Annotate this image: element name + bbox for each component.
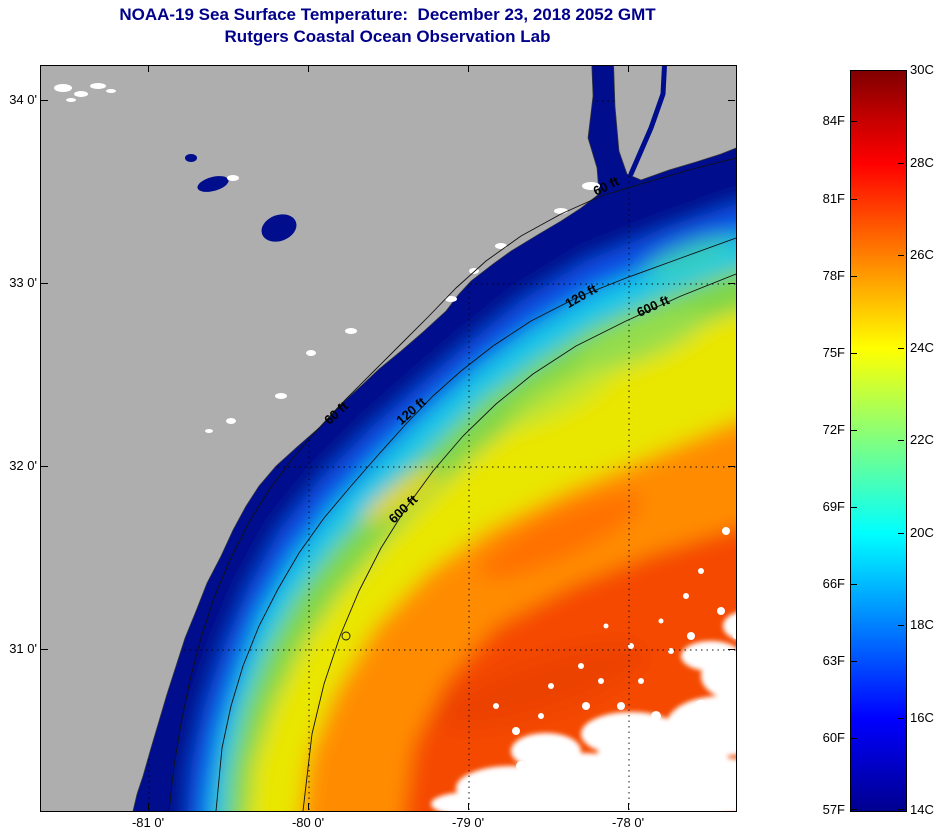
- x-axis-tick: [308, 65, 309, 72]
- cloud-speckles: [493, 527, 736, 771]
- colorbar-fahrenheit-label: 72F: [822, 421, 845, 437]
- colorbar-celsius-label: 16C: [910, 709, 934, 725]
- colorbar-f-tick: [851, 661, 857, 663]
- colorbar-celsius-label: 26C: [910, 247, 934, 262]
- y-axis-tick: [728, 100, 735, 101]
- y-axis-tick: [41, 283, 48, 284]
- x-axis-tick: [308, 803, 309, 810]
- colorbar-fahrenheit-label: 60F: [822, 730, 845, 746]
- colorbar-fahrenheit-label: 81F: [822, 190, 845, 206]
- colorbar-fahrenheit-label: 75F: [822, 344, 845, 360]
- colorbar-c-tick: [898, 255, 904, 256]
- y-axis-tick: [41, 100, 48, 101]
- colorbar-f-tick: [851, 809, 857, 810]
- colorbar-fahrenheit-label: 63F: [822, 653, 845, 669]
- x-axis-tick: [628, 65, 629, 72]
- y-axis-tick-label: 34 0': [9, 92, 37, 107]
- y-axis-tick: [41, 466, 48, 467]
- x-axis-tick-label: -81 0': [131, 815, 165, 830]
- colorbar-c-tick: [898, 809, 904, 810]
- colorbar-c-tick: [898, 532, 904, 534]
- y-axis-tick-label: 33 0': [9, 275, 37, 290]
- x-axis-tick: [468, 803, 469, 810]
- y-axis-tick-label: 32 0': [9, 458, 37, 473]
- x-axis-tick: [148, 803, 149, 810]
- colorbar-c-tick: [898, 162, 904, 164]
- colorbar-c-tick: [898, 70, 904, 71]
- figure-title: NOAA-19 Sea Surface Temperature: Decembe…: [119, 5, 656, 24]
- y-axis-tick: [728, 649, 735, 650]
- colorbar-c-tick: [898, 347, 904, 349]
- colorbar-f-tick: [851, 275, 857, 277]
- colorbar-fahrenheit-label: 78F: [822, 267, 845, 283]
- colorbar-c-tick: [898, 717, 904, 719]
- x-axis-tick-label: -79 0': [451, 815, 485, 830]
- rivers-and-lakes: [185, 66, 667, 242]
- x-axis-tick-label: -78 0': [611, 815, 645, 830]
- colorbar-f-tick: [851, 429, 857, 431]
- colorbar-f-tick: [851, 352, 857, 354]
- temperature-colorbar: [850, 70, 907, 812]
- x-axis-tick: [148, 65, 149, 72]
- x-axis-tick: [468, 65, 469, 72]
- y-axis-tick: [728, 283, 735, 284]
- colorbar-celsius-label: 14C: [910, 802, 934, 817]
- coastal-cloud-specks: [54, 83, 600, 433]
- colorbar-f-tick: [851, 198, 857, 200]
- colorbar-c-tick: [898, 625, 904, 626]
- figure-subtitle: Rutgers Coastal Ocean Observation Lab: [224, 27, 551, 46]
- colorbar-celsius-label: 24C: [910, 339, 934, 355]
- colorbar-celsius-label: 18C: [910, 617, 934, 632]
- colorbar-f-tick: [851, 738, 857, 740]
- colorbar-f-tick: [851, 121, 857, 123]
- colorbar-f-tick: [851, 583, 857, 585]
- colorbar-celsius-label: 20C: [910, 524, 934, 540]
- colorbar-celsius-label: 30C: [910, 62, 934, 77]
- colorbar-fahrenheit-label: 84F: [822, 113, 845, 129]
- sst-map-canvas: [41, 66, 736, 811]
- x-axis-tick-label: -80 0': [291, 815, 325, 830]
- x-axis-tick: [628, 803, 629, 810]
- y-axis-tick: [728, 466, 735, 467]
- colorbar-fahrenheit-label: 57F: [822, 802, 845, 817]
- colorbar-celsius-label: 28C: [910, 154, 934, 170]
- colorbar-celsius-label: 22C: [910, 432, 934, 447]
- sst-map-plot: 60 ft 120 ft 600 ft 60 ft 120 ft 600 ft: [40, 65, 737, 812]
- y-axis-tick: [41, 649, 48, 650]
- cloud-mass: [431, 612, 736, 811]
- colorbar-fahrenheit-label: 69F: [822, 498, 845, 514]
- y-axis-tick-label: 31 0': [9, 641, 37, 656]
- colorbar-f-tick: [851, 506, 857, 508]
- colorbar-fahrenheit-label: 66F: [822, 575, 845, 591]
- depth-contours: [168, 157, 736, 811]
- colorbar-c-tick: [898, 440, 904, 441]
